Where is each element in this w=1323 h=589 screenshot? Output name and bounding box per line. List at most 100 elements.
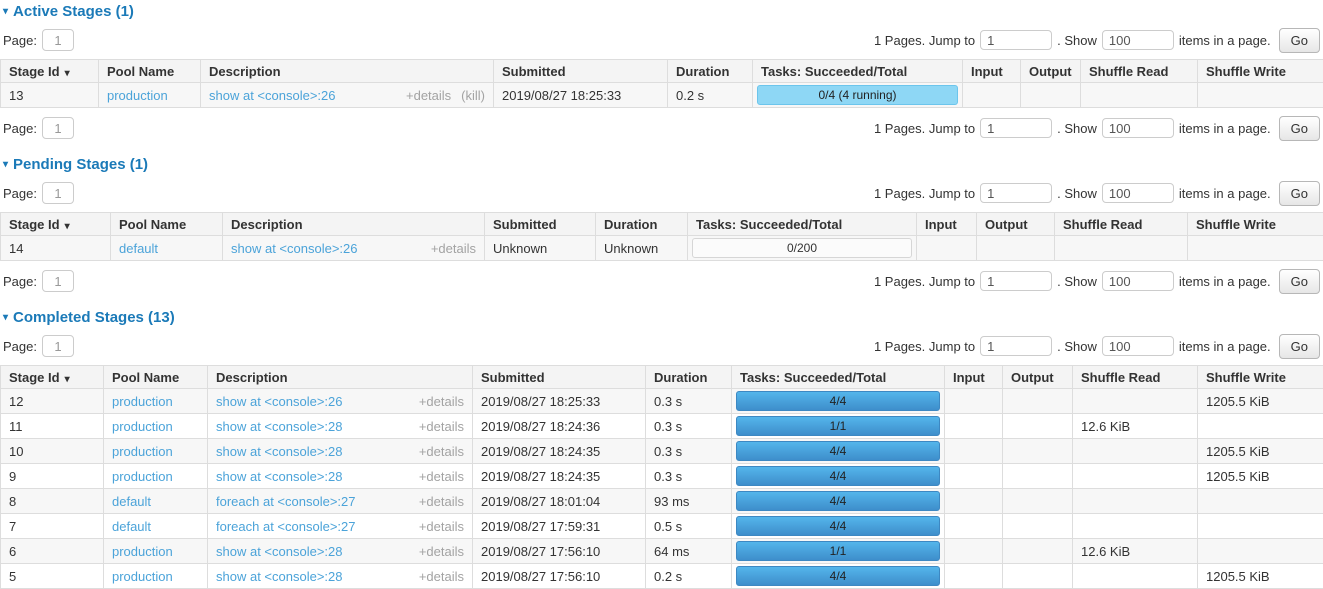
details-toggle-link[interactable]: +details — [406, 88, 451, 103]
col-header-label: Tasks: Succeeded/Total — [696, 217, 842, 232]
details-toggle-link[interactable]: +details — [419, 569, 464, 584]
pool-name-link[interactable]: production — [112, 394, 173, 409]
col-header-stage-id[interactable]: Stage Id▾ — [1, 60, 99, 83]
col-header-shuffle-read[interactable]: Shuffle Read — [1081, 60, 1198, 83]
details-toggle-link[interactable]: +details — [419, 394, 464, 409]
items-per-page-input[interactable] — [1102, 118, 1174, 138]
col-header-tasks-succeeded-total[interactable]: Tasks: Succeeded/Total — [688, 213, 917, 236]
stage-id-cell: 13 — [1, 83, 99, 108]
col-header-duration[interactable]: Duration — [646, 366, 732, 389]
details-toggle-link[interactable]: +details — [419, 419, 464, 434]
jump-to-page-input[interactable] — [980, 118, 1052, 138]
col-header-duration[interactable]: Duration — [596, 213, 688, 236]
pagination-left: Page: — [3, 182, 74, 204]
jump-to-page-input[interactable] — [980, 30, 1052, 50]
submitted-cell: 2019/08/27 18:25:33 — [473, 389, 646, 414]
items-per-page-input[interactable] — [1102, 336, 1174, 356]
col-header-shuffle-write[interactable]: Shuffle Write — [1198, 366, 1323, 389]
pool-name-cell: default — [104, 489, 208, 514]
pool-name-link[interactable]: production — [112, 569, 173, 584]
shuffle-read-cell — [1073, 564, 1198, 589]
col-header-shuffle-read[interactable]: Shuffle Read — [1055, 213, 1188, 236]
col-header-description[interactable]: Description — [208, 366, 473, 389]
col-header-description[interactable]: Description — [201, 60, 494, 83]
col-header-output[interactable]: Output — [1003, 366, 1073, 389]
page-number-input[interactable] — [42, 335, 74, 357]
jump-to-page-input[interactable] — [980, 336, 1052, 356]
pool-name-link[interactable]: production — [112, 419, 173, 434]
section-heading-pending[interactable]: ▾Pending Stages (1) — [0, 156, 1323, 173]
details-toggle-link[interactable]: +details — [419, 444, 464, 459]
page-number-input[interactable] — [42, 182, 74, 204]
items-per-page-input[interactable] — [1102, 30, 1174, 50]
items-per-page-input[interactable] — [1102, 183, 1174, 203]
page-number-input[interactable] — [42, 270, 74, 292]
col-header-stage-id[interactable]: Stage Id▾ — [1, 366, 104, 389]
col-header-tasks-succeeded-total[interactable]: Tasks: Succeeded/Total — [732, 366, 945, 389]
col-header-tasks-succeeded-total[interactable]: Tasks: Succeeded/Total — [753, 60, 963, 83]
col-header-pool-name[interactable]: Pool Name — [104, 366, 208, 389]
col-header-submitted[interactable]: Submitted — [485, 213, 596, 236]
col-header-pool-name[interactable]: Pool Name — [99, 60, 201, 83]
col-header-output[interactable]: Output — [1021, 60, 1081, 83]
description-link[interactable]: show at <console>:28 — [216, 469, 342, 484]
col-header-description[interactable]: Description — [223, 213, 485, 236]
go-button[interactable]: Go — [1279, 334, 1320, 359]
col-header-shuffle-write[interactable]: Shuffle Write — [1188, 213, 1323, 236]
go-button[interactable]: Go — [1279, 116, 1320, 141]
items-per-page-input[interactable] — [1102, 271, 1174, 291]
duration-cell: 93 ms — [646, 489, 732, 514]
col-header-label: Stage Id — [9, 370, 60, 385]
section-heading-active[interactable]: ▾Active Stages (1) — [0, 3, 1323, 20]
col-header-output[interactable]: Output — [977, 213, 1055, 236]
details-toggle-link[interactable]: +details — [419, 544, 464, 559]
description-link[interactable]: show at <console>:28 — [216, 444, 342, 459]
go-button[interactable]: Go — [1279, 28, 1320, 53]
details-toggle-link[interactable]: +details — [419, 469, 464, 484]
kill-stage-link[interactable]: (kill) — [461, 88, 485, 103]
col-header-pool-name[interactable]: Pool Name — [111, 213, 223, 236]
pool-name-link[interactable]: default — [119, 241, 158, 256]
pool-name-link[interactable]: production — [107, 88, 168, 103]
shuffle-read-cell — [1073, 389, 1198, 414]
page-number-input[interactable] — [42, 29, 74, 51]
pool-name-link[interactable]: default — [112, 494, 151, 509]
col-header-submitted[interactable]: Submitted — [473, 366, 646, 389]
pool-name-link[interactable]: default — [112, 519, 151, 534]
submitted-cell: 2019/08/27 17:56:10 — [473, 539, 646, 564]
col-header-duration[interactable]: Duration — [668, 60, 753, 83]
pool-name-link[interactable]: production — [112, 444, 173, 459]
go-button[interactable]: Go — [1279, 181, 1320, 206]
description-cell: show at <console>:28 +details — [208, 539, 473, 564]
details-toggle-link[interactable]: +details — [419, 519, 464, 534]
col-header-input[interactable]: Input — [963, 60, 1021, 83]
shuffle-read-cell — [1073, 489, 1198, 514]
col-header-input[interactable]: Input — [917, 213, 977, 236]
details-toggle-link[interactable]: +details — [431, 241, 476, 256]
col-header-shuffle-read[interactable]: Shuffle Read — [1073, 366, 1198, 389]
description-link[interactable]: show at <console>:28 — [216, 419, 342, 434]
description-link[interactable]: show at <console>:26 — [209, 88, 335, 103]
description-link[interactable]: show at <console>:28 — [216, 544, 342, 559]
description-link[interactable]: foreach at <console>:27 — [216, 519, 356, 534]
description-link[interactable]: show at <console>:28 — [216, 569, 342, 584]
pool-name-link[interactable]: production — [112, 469, 173, 484]
col-header-submitted[interactable]: Submitted — [494, 60, 668, 83]
go-button[interactable]: Go — [1279, 269, 1320, 294]
details-toggle-link[interactable]: +details — [419, 494, 464, 509]
col-header-input[interactable]: Input — [945, 366, 1003, 389]
submitted-cell: 2019/08/27 18:25:33 — [494, 83, 668, 108]
description-link[interactable]: show at <console>:26 — [231, 241, 357, 256]
section-heading-completed[interactable]: ▾Completed Stages (13) — [0, 309, 1323, 326]
page-number-input[interactable] — [42, 117, 74, 139]
description-link[interactable]: show at <console>:26 — [216, 394, 342, 409]
description-link[interactable]: foreach at <console>:27 — [216, 494, 356, 509]
pool-name-link[interactable]: production — [112, 544, 173, 559]
page-label: Page: — [3, 274, 37, 289]
col-header-shuffle-write[interactable]: Shuffle Write — [1198, 60, 1323, 83]
tasks-progress-bar: 0/200 — [692, 238, 912, 258]
col-header-stage-id[interactable]: Stage Id▾ — [1, 213, 111, 236]
jump-to-page-input[interactable] — [980, 183, 1052, 203]
jump-to-page-input[interactable] — [980, 271, 1052, 291]
